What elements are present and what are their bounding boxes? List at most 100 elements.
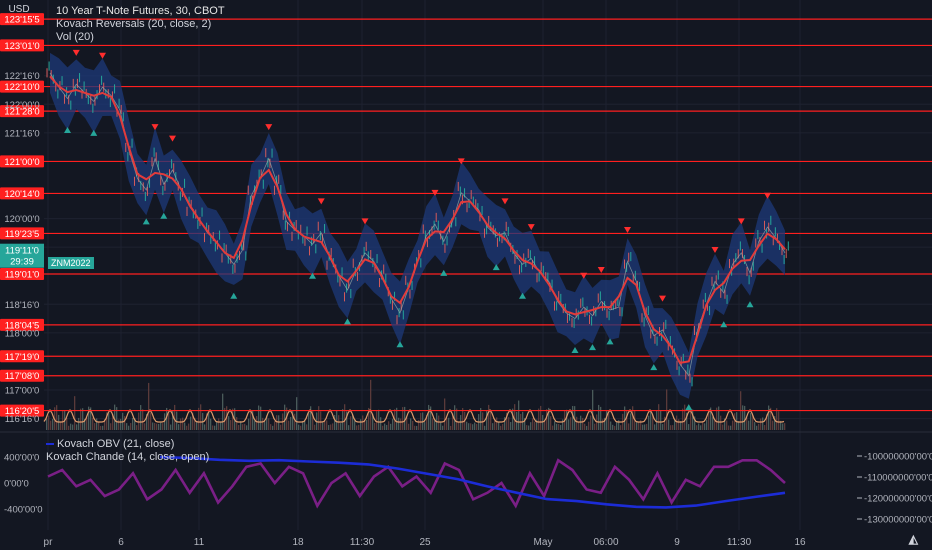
volume-bar bbox=[718, 406, 720, 430]
volume-bar bbox=[258, 405, 260, 430]
volume-bar bbox=[66, 417, 68, 430]
volume-bar bbox=[638, 421, 640, 430]
volume-bar bbox=[644, 424, 646, 430]
volume-bar bbox=[170, 424, 172, 430]
down-marker bbox=[580, 272, 588, 279]
volume-bar bbox=[84, 418, 86, 430]
moving-average bbox=[49, 75, 786, 365]
volume-bar bbox=[450, 425, 452, 430]
volume-bar bbox=[496, 417, 498, 430]
volume-bar bbox=[354, 420, 356, 430]
volume-bar bbox=[568, 419, 570, 430]
volume-bar bbox=[172, 410, 174, 430]
volume-bar bbox=[616, 421, 618, 430]
volume-bar bbox=[408, 423, 410, 430]
volume-bar bbox=[314, 424, 316, 430]
volume-bar bbox=[602, 419, 604, 430]
volume-bar bbox=[760, 418, 762, 430]
volume-bar bbox=[766, 414, 768, 430]
volume-bar bbox=[626, 409, 628, 430]
volume-bar bbox=[412, 420, 414, 430]
volume-bar bbox=[210, 418, 212, 430]
volume-bar bbox=[726, 420, 728, 430]
volume-bar bbox=[246, 425, 248, 430]
price-tick-label: 122'16'0 bbox=[4, 71, 39, 82]
volume-bar bbox=[540, 405, 542, 430]
volume-bar bbox=[238, 424, 240, 430]
volume-bar bbox=[582, 417, 584, 430]
volume-bar bbox=[310, 406, 312, 430]
volume-bar bbox=[676, 415, 678, 430]
volume-average-line bbox=[43, 408, 785, 423]
indicator-kovach-chande[interactable]: Kovach Chande (14, close, open) bbox=[46, 451, 210, 463]
volume-bar bbox=[646, 423, 648, 430]
level-label-bg bbox=[0, 318, 44, 331]
volume-bar bbox=[614, 425, 616, 430]
up-marker bbox=[685, 404, 693, 411]
volume-bar bbox=[334, 414, 336, 430]
indicator-volume[interactable]: Vol (20) bbox=[56, 31, 94, 43]
volume-bar bbox=[580, 415, 582, 430]
volume-bar bbox=[418, 419, 420, 430]
volume-bar bbox=[384, 423, 386, 430]
volume-bar bbox=[750, 413, 752, 430]
volume-bar bbox=[444, 398, 446, 430]
up-marker bbox=[396, 341, 404, 348]
level-label-bg bbox=[0, 369, 44, 382]
down-marker bbox=[317, 198, 325, 205]
volume-bar bbox=[758, 423, 760, 430]
volume-bar bbox=[578, 422, 580, 430]
volume-bar bbox=[208, 412, 210, 430]
volume-bar bbox=[360, 419, 362, 430]
volume-bar bbox=[70, 423, 72, 430]
volume-bar bbox=[260, 406, 262, 430]
down-marker bbox=[597, 267, 605, 273]
indicator-kovach-obv: Kovach OBV (21, close) bbox=[46, 438, 209, 451]
volume-bar bbox=[778, 411, 780, 430]
time-tick-label: May bbox=[534, 537, 553, 548]
down-marker bbox=[99, 52, 106, 59]
volume-bar bbox=[546, 409, 548, 430]
level-label-bg bbox=[0, 155, 44, 168]
level-label-bg bbox=[0, 187, 44, 200]
level-label: 121'28'0 bbox=[4, 107, 39, 118]
level-label: 119'23'5 bbox=[5, 229, 40, 240]
volume-bar bbox=[532, 418, 534, 430]
volume-bar bbox=[332, 423, 334, 430]
volume-bar bbox=[386, 424, 388, 430]
volume-bar bbox=[388, 421, 390, 430]
chart-title[interactable]: 10 Year T-Note Futures, 30, CBOT bbox=[56, 5, 225, 17]
volume-bar bbox=[502, 424, 504, 430]
volume-bar bbox=[52, 418, 54, 430]
volume-bar bbox=[500, 425, 502, 430]
volume-bar bbox=[322, 422, 324, 430]
down-marker bbox=[265, 124, 273, 131]
volume-bar bbox=[404, 406, 406, 430]
volume-bar bbox=[56, 405, 58, 430]
volume-bar bbox=[160, 422, 162, 430]
volume-bar bbox=[110, 423, 112, 430]
time-tick-label: 6 bbox=[118, 537, 124, 548]
volume-bar bbox=[250, 410, 252, 430]
volume-bar bbox=[542, 415, 544, 430]
volume-bar bbox=[284, 404, 286, 430]
volume-bar bbox=[46, 418, 48, 430]
volume-bar bbox=[348, 425, 350, 430]
time-tick-label: 11 bbox=[194, 537, 205, 548]
volume-bar bbox=[148, 382, 150, 430]
lower-left-tick: 400'00'0 bbox=[4, 453, 39, 464]
indicator-kovach-reversals[interactable]: Kovach Reversals (20, close, 2) bbox=[56, 18, 212, 30]
volume-bar bbox=[650, 410, 652, 430]
volume-bar bbox=[114, 404, 116, 430]
price-tick-label: 117'00'0 bbox=[5, 386, 40, 397]
volume-bar bbox=[764, 425, 766, 430]
volume-bar bbox=[720, 415, 722, 430]
price-tick-label: 116'16'0 bbox=[5, 414, 40, 425]
volume-bar bbox=[762, 417, 764, 430]
volume-bar bbox=[610, 421, 612, 430]
volume-bar bbox=[494, 418, 496, 430]
volume-bar bbox=[308, 412, 310, 430]
up-marker bbox=[519, 292, 526, 299]
volume-bar bbox=[744, 405, 746, 430]
